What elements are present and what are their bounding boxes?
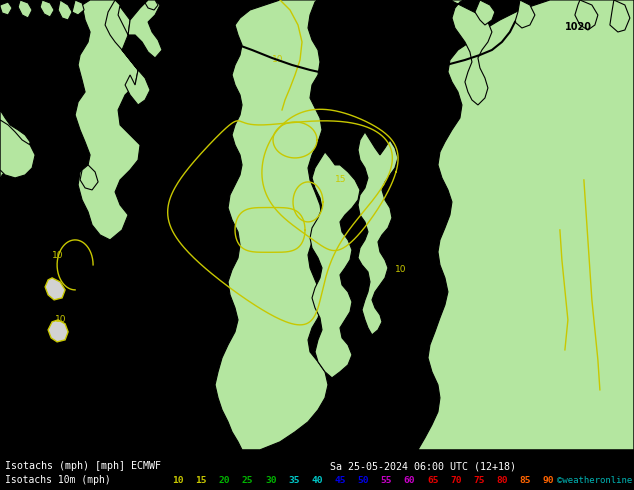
Polygon shape <box>358 132 398 335</box>
Text: 90: 90 <box>543 476 554 485</box>
Text: 65: 65 <box>427 476 439 485</box>
Polygon shape <box>48 320 68 342</box>
Text: 20: 20 <box>219 476 230 485</box>
Polygon shape <box>40 0 54 17</box>
Text: 10: 10 <box>52 251 63 260</box>
Polygon shape <box>18 0 32 18</box>
Polygon shape <box>58 0 72 20</box>
Text: ©weatheronline.co.uk: ©weatheronline.co.uk <box>557 476 634 485</box>
Text: 30: 30 <box>265 476 276 485</box>
Text: 75: 75 <box>473 476 485 485</box>
Text: 15: 15 <box>335 175 347 184</box>
Polygon shape <box>515 0 535 28</box>
Text: 35: 35 <box>288 476 300 485</box>
Polygon shape <box>0 110 30 180</box>
Text: Sa 25-05-2024 06:00 UTC (12+18): Sa 25-05-2024 06:00 UTC (12+18) <box>330 461 515 471</box>
Text: 55: 55 <box>380 476 392 485</box>
Text: 10: 10 <box>395 265 406 274</box>
Text: 45: 45 <box>335 476 346 485</box>
Polygon shape <box>310 152 360 378</box>
Text: 10: 10 <box>272 55 283 64</box>
Polygon shape <box>45 278 65 300</box>
Text: Isotachs 10m (mph): Isotachs 10m (mph) <box>5 475 111 485</box>
Text: 15: 15 <box>195 476 207 485</box>
Text: 85: 85 <box>520 476 531 485</box>
Polygon shape <box>575 0 598 30</box>
Text: 10: 10 <box>55 315 67 324</box>
Polygon shape <box>75 0 140 240</box>
Polygon shape <box>215 0 328 450</box>
Polygon shape <box>80 165 98 190</box>
Text: 70: 70 <box>450 476 462 485</box>
Text: 60: 60 <box>404 476 415 485</box>
Text: 25: 25 <box>242 476 254 485</box>
Polygon shape <box>418 0 634 450</box>
Text: 10: 10 <box>172 476 184 485</box>
Polygon shape <box>145 0 158 10</box>
Polygon shape <box>475 0 495 25</box>
Polygon shape <box>72 0 84 15</box>
Text: 1020: 1020 <box>565 22 592 32</box>
Polygon shape <box>450 0 492 105</box>
Text: 50: 50 <box>358 476 369 485</box>
Text: 40: 40 <box>311 476 323 485</box>
Polygon shape <box>0 120 35 178</box>
Polygon shape <box>0 2 12 15</box>
Text: 80: 80 <box>496 476 508 485</box>
Text: Isotachs (mph) [mph] ECMWF: Isotachs (mph) [mph] ECMWF <box>5 461 161 471</box>
Polygon shape <box>610 0 630 32</box>
Polygon shape <box>105 0 162 105</box>
